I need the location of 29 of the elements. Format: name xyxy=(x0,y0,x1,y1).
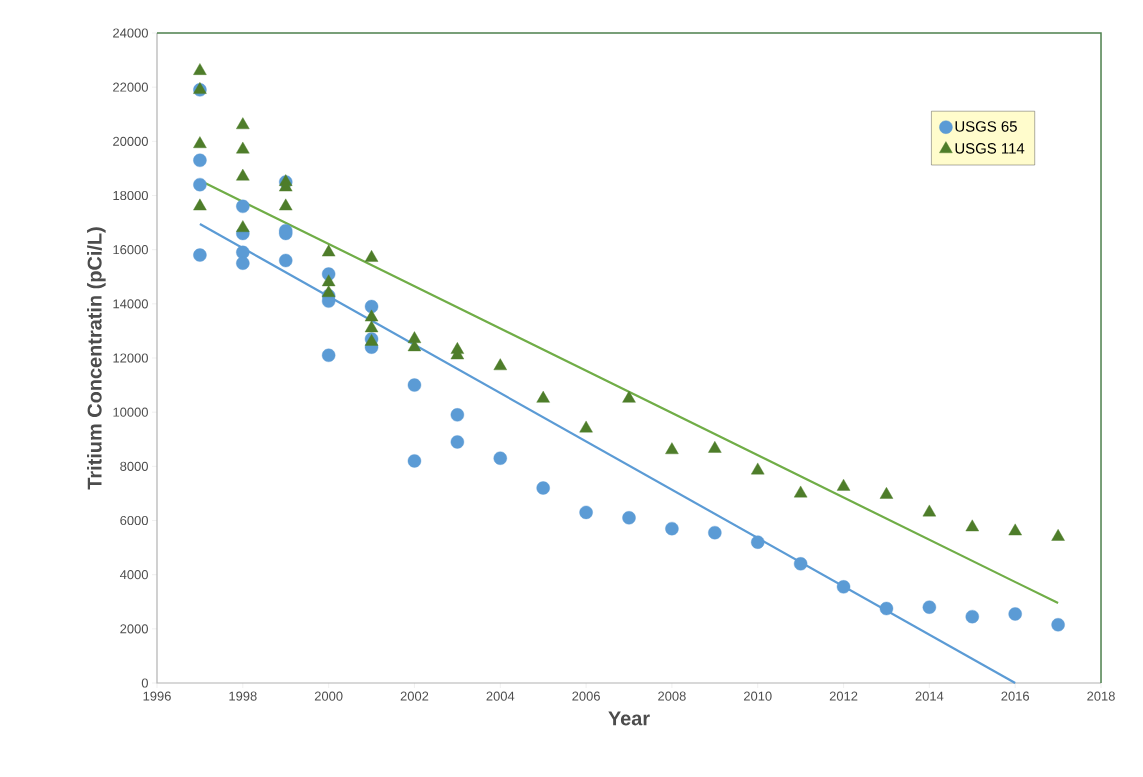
x-tick-label: 2014 xyxy=(915,691,944,701)
y-tick-label: 10000 xyxy=(113,407,148,417)
y-tick-label: 22000 xyxy=(113,82,148,92)
x-tick-label: 2008 xyxy=(658,691,686,701)
y-tick-label: 12000 xyxy=(113,353,148,363)
x-tick-label: 2010 xyxy=(743,691,772,701)
x-tick-label: 2004 xyxy=(486,691,515,701)
y-tick-label: 18000 xyxy=(113,190,148,201)
x-tick-label: 2012 xyxy=(829,691,858,701)
y-tick-label: 16000 xyxy=(113,245,148,255)
x-tick-label: 2000 xyxy=(314,691,343,701)
y-tick-label: 0 xyxy=(141,678,148,688)
y-tick-label: 24000 xyxy=(113,28,148,38)
legend-label: USGS 65 xyxy=(955,121,1017,132)
x-tick-label: 2006 xyxy=(572,691,600,701)
x-tick-label: 1996 xyxy=(143,691,171,701)
x-tick-label: 2016 xyxy=(1001,691,1030,701)
x-tick-label: 2018 xyxy=(1087,691,1115,701)
y-tick-label: 6000 xyxy=(120,515,148,526)
y-tick-label: 14000 xyxy=(113,299,148,309)
y-tick-label: 2000 xyxy=(120,624,148,634)
x-tick-label: 2002 xyxy=(400,691,429,701)
y-tick-label: 20000 xyxy=(113,136,148,146)
legend-label: USGS 114 xyxy=(955,143,1025,154)
y-tick-label: 4000 xyxy=(119,570,148,580)
y-axis-title: Tritium Concentratin (pCi/L) xyxy=(87,227,106,490)
y-tick-label: 8000 xyxy=(120,461,148,471)
x-axis-title: Year xyxy=(608,711,650,726)
x-tick-label: 1998 xyxy=(229,691,257,701)
